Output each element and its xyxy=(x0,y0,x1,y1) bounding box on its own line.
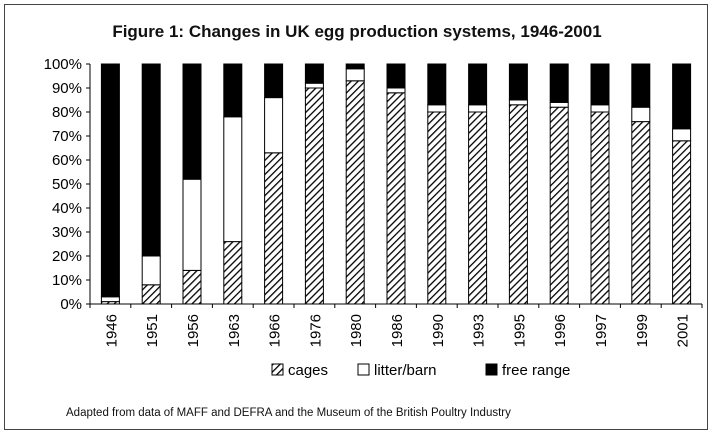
legend-swatch xyxy=(485,363,498,376)
x-tick-label: 1986 xyxy=(389,314,406,347)
bar-litter-barn xyxy=(427,104,447,113)
bar-cages xyxy=(304,87,324,305)
bar-cages xyxy=(549,106,569,305)
bar-litter-barn xyxy=(631,106,651,123)
bar-free-range xyxy=(304,63,324,84)
bar-free-range xyxy=(264,63,284,99)
bar-free-range xyxy=(182,63,202,180)
chart-title: Figure 1: Changes in UK egg production s… xyxy=(112,22,602,41)
legend-label: litter/barn xyxy=(374,362,437,379)
y-tick-label: 60% xyxy=(52,152,82,169)
bar-cages xyxy=(223,241,243,305)
bar-litter-barn xyxy=(672,128,692,142)
bar-free-range xyxy=(141,63,161,257)
bar-litter-barn xyxy=(508,99,528,106)
bar-free-range xyxy=(345,63,365,70)
x-tick-label: 1997 xyxy=(593,314,610,347)
x-tick-label: 1946 xyxy=(103,314,120,347)
y-tick-label: 80% xyxy=(52,104,82,121)
bar-cages xyxy=(427,111,447,305)
bar-cages xyxy=(386,92,406,305)
y-tick-label: 90% xyxy=(52,80,82,97)
bar-litter-barn xyxy=(141,255,161,286)
bar-cages xyxy=(672,140,692,305)
bar-cages xyxy=(508,104,528,305)
bar-cages xyxy=(345,80,365,305)
bar-litter-barn xyxy=(182,178,202,271)
bar-free-range xyxy=(631,63,651,108)
bar-litter-barn xyxy=(223,116,243,243)
bar-free-range xyxy=(672,63,692,130)
legend-label: cages xyxy=(288,362,328,379)
y-tick-label: 0% xyxy=(60,296,82,313)
bar-cages xyxy=(182,269,202,305)
legend-label: free range xyxy=(502,362,570,379)
bar-free-range xyxy=(223,63,243,118)
y-tick-label: 50% xyxy=(52,176,82,193)
bar-litter-barn xyxy=(590,104,610,113)
x-tick-label: 1993 xyxy=(471,314,488,347)
x-tick-label: 1963 xyxy=(226,314,243,347)
x-tick-label: 1995 xyxy=(511,314,528,347)
bar-free-range xyxy=(386,63,406,89)
bar-litter-barn xyxy=(100,296,120,303)
legend-swatch xyxy=(357,363,370,376)
source-note: Adapted from data of MAFF and DEFRA and … xyxy=(66,407,511,419)
legend-swatch xyxy=(271,363,284,376)
bar-free-range xyxy=(590,63,610,106)
x-tick-label: 2001 xyxy=(675,314,692,347)
bar-free-range xyxy=(508,63,528,101)
bar-cages xyxy=(631,121,651,305)
y-tick-label: 70% xyxy=(52,128,82,145)
bar-litter-barn xyxy=(549,101,569,108)
legend: cages litter/barn free range xyxy=(271,362,570,379)
y-tick-label: 10% xyxy=(52,272,82,289)
x-tick-label: 1996 xyxy=(552,314,569,347)
x-tick-label: 1956 xyxy=(185,314,202,347)
y-tick-label: 30% xyxy=(52,224,82,241)
bar-free-range xyxy=(468,63,488,106)
bar-free-range xyxy=(549,63,569,103)
bar-free-range xyxy=(100,63,120,298)
x-tick-label: 1990 xyxy=(430,314,447,347)
bar-cages xyxy=(141,284,161,305)
bar-free-range xyxy=(427,63,447,106)
bar-litter-barn xyxy=(468,104,488,113)
y-tick-label: 100% xyxy=(44,56,82,73)
x-tick-label: 1951 xyxy=(144,314,161,347)
bar-litter-barn xyxy=(345,68,365,82)
bar-cages xyxy=(468,111,488,305)
bar-cages xyxy=(264,152,284,305)
x-tick-label: 1966 xyxy=(267,314,284,347)
x-tick-label: 1976 xyxy=(307,314,324,347)
x-tick-label: 1999 xyxy=(634,314,651,347)
x-tick-label: 1980 xyxy=(348,314,365,347)
bar-litter-barn xyxy=(264,97,284,154)
bar-litter-barn xyxy=(304,82,324,89)
bar-litter-barn xyxy=(386,87,406,94)
y-tick-label: 20% xyxy=(52,248,82,265)
bar-cages xyxy=(590,111,610,305)
y-tick-label: 40% xyxy=(52,200,82,217)
